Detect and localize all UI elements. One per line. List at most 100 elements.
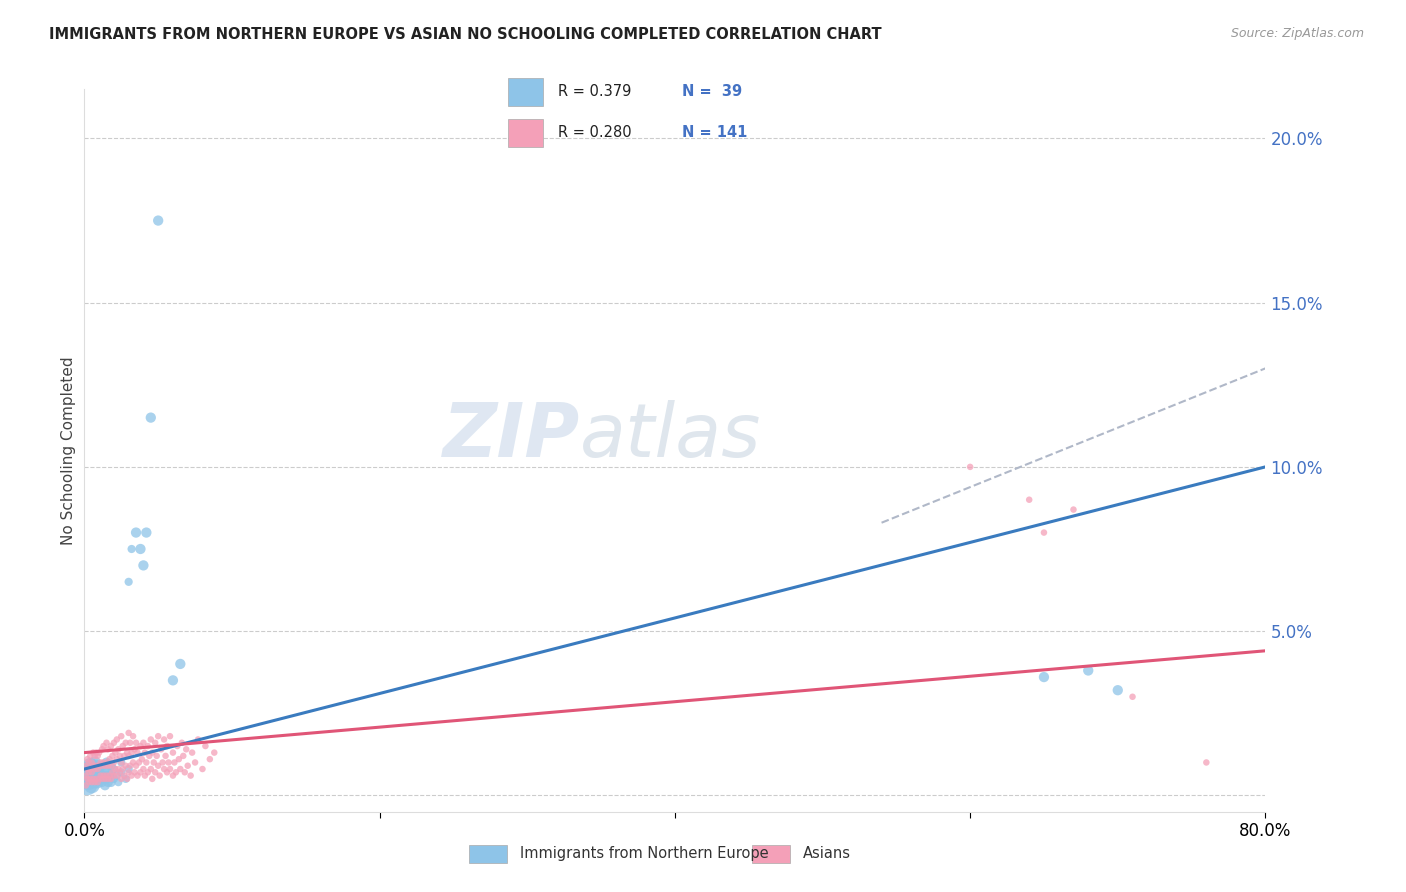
Point [127,769,149,783]
Point [148,213,170,227]
FancyBboxPatch shape [508,78,543,106]
Point [80,775,103,789]
Point [104,746,127,760]
Point [132,558,155,573]
Point [87,772,111,786]
Point [120,758,142,772]
Point [1063,502,1085,516]
Point [80,765,103,780]
Point [79,762,101,776]
Point [1107,683,1129,698]
Text: IMMIGRANTS FROM NORTHERN EUROPE VS ASIAN NO SCHOOLING COMPLETED CORRELATION CHAR: IMMIGRANTS FROM NORTHERN EUROPE VS ASIAN… [49,27,882,42]
Point [76,772,98,786]
Point [1033,525,1056,540]
Point [180,769,202,783]
Point [97,772,120,786]
Point [112,748,135,763]
Point [132,736,155,750]
Text: R = 0.379: R = 0.379 [558,85,631,99]
Point [94,758,117,772]
Point [1018,492,1040,507]
Point [86,775,108,789]
Text: Asians: Asians [803,847,851,861]
FancyBboxPatch shape [470,845,506,863]
Point [191,762,214,776]
Point [121,746,143,760]
Point [84,758,107,772]
Point [101,765,124,780]
Point [87,772,111,786]
Point [80,779,103,793]
Point [103,756,125,770]
Point [177,758,200,772]
Point [97,765,120,780]
Point [83,756,105,770]
Point [82,762,104,776]
Point [101,748,124,763]
Point [115,772,138,786]
Point [87,758,111,772]
Point [75,769,97,783]
Point [82,772,104,786]
Point [122,756,145,770]
Point [162,746,184,760]
Point [93,769,115,783]
Point [91,758,114,772]
Point [75,779,97,793]
Point [84,769,107,783]
Point [135,756,157,770]
Point [121,541,143,556]
Point [127,746,149,760]
Point [125,758,148,772]
Point [1122,690,1144,704]
Point [141,772,163,786]
Point [124,742,146,756]
Point [93,739,115,753]
Point [118,574,141,589]
Point [129,765,152,780]
Point [84,772,107,786]
Point [105,752,128,766]
Point [118,762,141,776]
Point [1195,756,1218,770]
Point [125,525,148,540]
Point [1077,664,1099,678]
Point [86,762,108,776]
Point [100,739,122,753]
Point [172,748,194,763]
Point [76,769,98,783]
Point [100,772,122,786]
Point [114,758,136,772]
Point [86,748,108,763]
Point [959,459,981,474]
Point [98,769,121,783]
Text: Immigrants from Northern Europe: Immigrants from Northern Europe [520,847,769,861]
Point [134,769,156,783]
Point [90,769,112,783]
Point [121,769,143,783]
Point [76,779,98,793]
Point [110,772,132,786]
Point [112,769,135,783]
Point [184,756,207,770]
Point [80,765,103,780]
Point [82,772,104,786]
Point [83,762,105,776]
FancyBboxPatch shape [752,845,790,863]
Point [77,756,100,770]
Point [170,736,193,750]
Point [90,769,112,783]
Text: atlas: atlas [581,400,762,472]
Point [153,762,176,776]
Point [96,772,118,786]
Point [103,769,125,783]
Point [76,762,98,776]
Point [105,732,128,747]
Point [156,739,179,753]
Point [136,765,159,780]
Point [148,729,170,743]
Point [91,772,114,786]
Point [155,748,177,763]
Point [202,746,225,760]
Point [120,736,142,750]
